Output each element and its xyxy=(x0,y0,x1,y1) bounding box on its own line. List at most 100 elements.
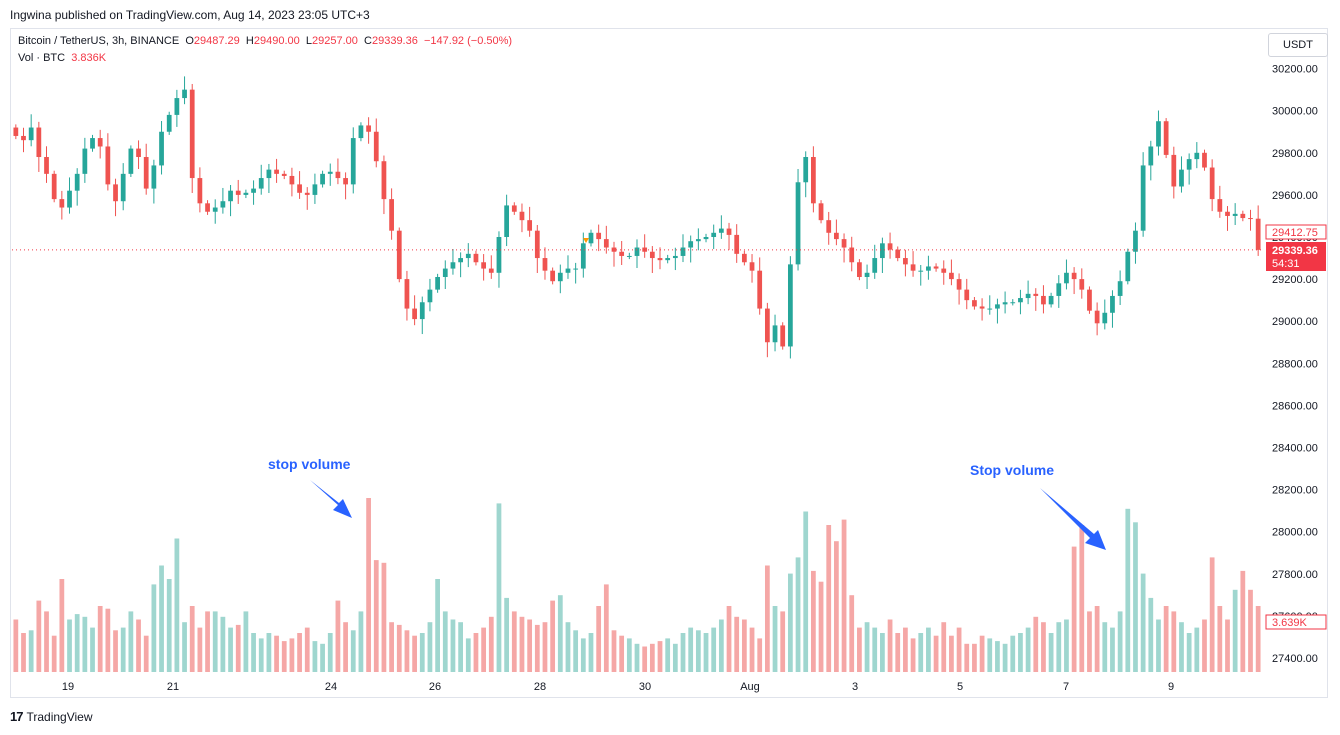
candle-body xyxy=(1025,293,1031,299)
candle-body xyxy=(220,201,226,208)
volume-bar xyxy=(366,498,371,672)
volume-bar xyxy=(734,616,740,672)
candle-body xyxy=(1232,213,1238,216)
candle-body xyxy=(166,114,172,132)
volume-bar xyxy=(1094,606,1100,672)
candle-body xyxy=(59,199,65,208)
candle-body xyxy=(703,237,709,240)
volume-bar xyxy=(182,622,187,672)
candle-body xyxy=(113,184,118,202)
volume-bar xyxy=(1056,622,1062,672)
volume-bar xyxy=(1140,573,1146,672)
candle-body xyxy=(864,272,870,277)
volume-bar xyxy=(880,633,885,672)
footer-brand[interactable]: TradingView xyxy=(26,709,93,724)
price-tick-label: 30000.00 xyxy=(1272,106,1318,118)
price-tick-label: 28400.00 xyxy=(1272,443,1318,455)
candle-body xyxy=(228,190,233,202)
candle-body xyxy=(1087,289,1092,311)
symbol-legend: Bitcoin / TetherUS, 3h, BINANCE O29487.2… xyxy=(18,35,512,47)
volume-value: 3.836K xyxy=(71,52,107,64)
candle-body xyxy=(174,98,180,115)
volume-bar xyxy=(826,525,832,672)
candle-body xyxy=(82,148,88,174)
candle-body xyxy=(849,247,855,263)
candle-body xyxy=(672,255,678,259)
candle-body xyxy=(1202,152,1207,168)
candle-body xyxy=(1217,199,1223,212)
candle-body xyxy=(44,157,49,174)
volume-bar xyxy=(749,627,755,672)
volume-label[interactable]: Vol · BTC xyxy=(18,52,66,64)
volume-bar xyxy=(1002,643,1008,672)
volume-bar xyxy=(389,622,394,672)
candle-body xyxy=(811,157,816,204)
prev-close-tag xyxy=(1265,224,1327,240)
volume-bar xyxy=(136,619,141,672)
volume-bar xyxy=(634,643,640,672)
close-label: C xyxy=(364,35,372,47)
volume-bar xyxy=(588,633,594,672)
volume-bar xyxy=(266,633,272,672)
volume-bar xyxy=(350,630,356,672)
time-tick-label: 28 xyxy=(534,681,546,693)
current-price-tag-text: 29339.36 xyxy=(1272,245,1318,257)
candle-body xyxy=(803,157,809,183)
candle-body xyxy=(458,258,463,263)
close-value: 29339.36 xyxy=(371,35,418,47)
volume-bar xyxy=(987,638,993,672)
volume-bar xyxy=(1079,525,1085,672)
candle-body xyxy=(918,270,924,272)
volume-bar xyxy=(36,600,42,672)
candle-body xyxy=(649,251,655,259)
volume-bar xyxy=(274,635,279,672)
candle-body xyxy=(665,258,671,261)
volume-bar xyxy=(381,562,387,672)
volume-bar xyxy=(527,619,533,672)
volume-bar xyxy=(1194,627,1200,672)
volume-bar xyxy=(619,635,625,672)
candle-body xyxy=(396,230,402,280)
volume-bar xyxy=(534,624,540,672)
tradingview-logo-icon[interactable]: 17 xyxy=(10,709,24,724)
volume-bar xyxy=(1110,627,1115,672)
volume-bar xyxy=(642,646,648,672)
candle-body xyxy=(266,169,272,179)
signal-marker-icon xyxy=(583,238,589,243)
candle-body xyxy=(979,306,985,309)
candle-body xyxy=(1048,295,1054,305)
symbol-name[interactable]: Bitcoin / TetherUS, 3h, BINANCE xyxy=(18,35,180,47)
volume-bar xyxy=(1163,606,1169,672)
volume-bar xyxy=(312,641,318,672)
candle-body xyxy=(1133,230,1138,252)
volume-bar xyxy=(235,624,241,672)
volume-bar xyxy=(872,627,878,672)
candle-body xyxy=(1079,279,1085,290)
candle-body xyxy=(956,279,962,290)
candle-body xyxy=(1018,298,1023,303)
volume-bar xyxy=(672,643,678,672)
volume-bar xyxy=(811,570,816,672)
candle-body xyxy=(619,251,625,256)
volume-bar xyxy=(1041,622,1046,672)
candle-body xyxy=(880,243,885,259)
volume-bar xyxy=(688,627,694,672)
volume-bar xyxy=(281,641,287,672)
candle-body xyxy=(1010,302,1016,304)
volume-bar xyxy=(1087,611,1092,672)
currency-button[interactable]: USDT xyxy=(1268,33,1328,57)
volume-bar xyxy=(74,614,80,672)
volume-bar xyxy=(703,633,709,672)
candle-body xyxy=(128,148,134,174)
time-tick-label: 9 xyxy=(1168,681,1174,693)
candle-body xyxy=(795,182,801,265)
candle-body xyxy=(366,125,371,132)
candle-body xyxy=(21,135,26,141)
candle-body xyxy=(1117,281,1123,296)
volume-bar xyxy=(665,638,671,672)
candle-body xyxy=(749,262,755,271)
candle-body xyxy=(258,178,264,189)
volume-bar xyxy=(772,606,778,672)
volume-bar xyxy=(450,619,456,672)
